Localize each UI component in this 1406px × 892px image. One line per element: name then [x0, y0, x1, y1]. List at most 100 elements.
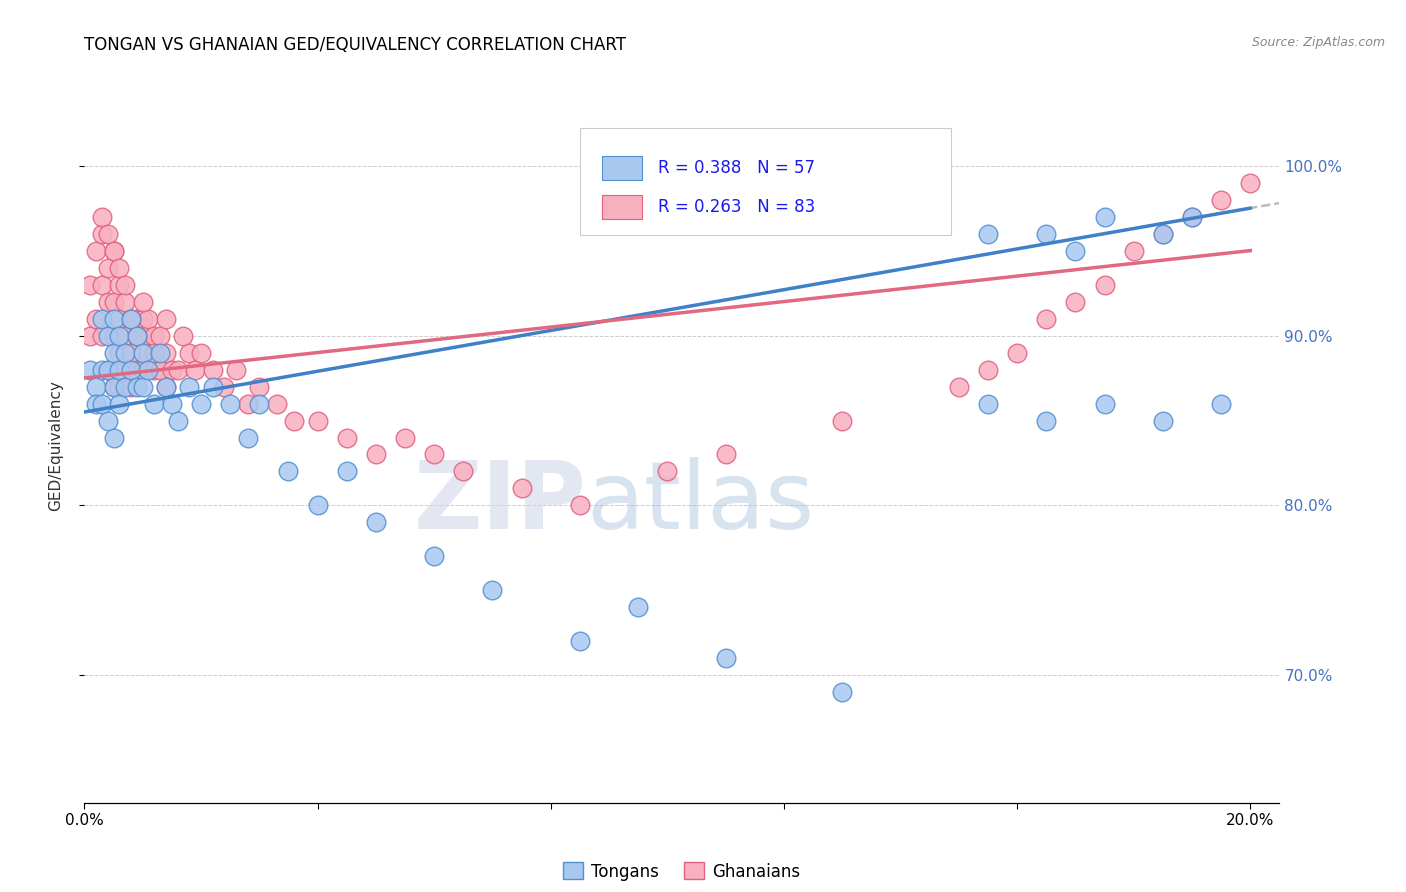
Point — [977, 362, 1000, 376]
Point — [149, 345, 172, 359]
Text: Source: ZipAtlas.com: Source: ZipAtlas.com — [1251, 36, 1385, 49]
Point — [103, 379, 125, 393]
Point — [103, 430, 125, 444]
Point — [90, 328, 112, 343]
Point — [247, 396, 270, 410]
Point — [423, 448, 446, 462]
Point — [1094, 396, 1116, 410]
Point — [1181, 210, 1204, 224]
Point — [568, 499, 591, 513]
Point — [1239, 176, 1261, 190]
Point — [97, 260, 120, 275]
Point — [1181, 210, 1204, 224]
Point — [179, 379, 201, 393]
Point — [108, 311, 131, 326]
Point — [236, 430, 259, 444]
Point — [247, 379, 270, 393]
Point — [190, 396, 212, 410]
Point — [166, 362, 188, 376]
Point — [1035, 311, 1057, 326]
Point — [627, 600, 650, 615]
Point — [364, 516, 387, 530]
Point — [103, 244, 125, 258]
Point — [266, 396, 288, 410]
Point — [120, 379, 142, 393]
Point — [103, 311, 125, 326]
Point — [1035, 413, 1057, 427]
Point — [84, 244, 107, 258]
Point — [108, 260, 131, 275]
FancyBboxPatch shape — [581, 128, 950, 235]
Point — [143, 396, 166, 410]
Point — [214, 379, 236, 393]
Point — [1211, 396, 1233, 410]
Point — [90, 311, 112, 326]
Point — [125, 311, 148, 326]
Point — [510, 482, 533, 496]
Point — [831, 413, 853, 427]
Point — [79, 277, 101, 292]
Point — [225, 362, 247, 376]
Point — [714, 651, 737, 665]
Point — [97, 362, 120, 376]
Point — [90, 362, 112, 376]
Point — [114, 345, 136, 359]
Text: ZIP: ZIP — [413, 457, 586, 549]
Point — [143, 345, 166, 359]
Point — [114, 277, 136, 292]
Text: TONGAN VS GHANAIAN GED/EQUIVALENCY CORRELATION CHART: TONGAN VS GHANAIAN GED/EQUIVALENCY CORRE… — [84, 36, 626, 54]
Point — [120, 311, 142, 326]
Point — [131, 311, 153, 326]
Point — [103, 294, 125, 309]
Point — [114, 328, 136, 343]
Point — [166, 413, 188, 427]
Point — [97, 328, 120, 343]
Point — [201, 379, 224, 393]
Point — [568, 634, 591, 648]
Point — [184, 362, 207, 376]
Text: R = 0.263   N = 83: R = 0.263 N = 83 — [658, 198, 815, 216]
Point — [143, 362, 166, 376]
Point — [307, 499, 329, 513]
Point — [138, 311, 160, 326]
Point — [143, 328, 166, 343]
Point — [155, 379, 177, 393]
Point — [160, 396, 183, 410]
Point — [307, 413, 329, 427]
Point — [1152, 413, 1174, 427]
Point — [138, 345, 160, 359]
Point — [131, 328, 153, 343]
Point — [394, 430, 416, 444]
Point — [125, 328, 148, 343]
Text: R = 0.388   N = 57: R = 0.388 N = 57 — [658, 159, 815, 177]
Point — [90, 396, 112, 410]
Point — [336, 430, 359, 444]
Legend: Tongans, Ghanaians: Tongans, Ghanaians — [557, 855, 807, 888]
Point — [236, 396, 259, 410]
Point — [79, 328, 101, 343]
Point — [155, 311, 177, 326]
FancyBboxPatch shape — [602, 194, 643, 219]
Point — [1035, 227, 1057, 241]
Point — [103, 379, 125, 393]
Point — [1094, 277, 1116, 292]
Point — [108, 379, 131, 393]
Point — [219, 396, 242, 410]
Point — [120, 311, 142, 326]
Point — [103, 244, 125, 258]
Point — [283, 413, 305, 427]
Point — [103, 328, 125, 343]
Point — [1152, 227, 1174, 241]
Point — [84, 379, 107, 393]
Text: atlas: atlas — [586, 457, 814, 549]
Point — [1152, 227, 1174, 241]
Point — [336, 465, 359, 479]
FancyBboxPatch shape — [602, 155, 643, 180]
Point — [108, 328, 131, 343]
Point — [97, 413, 120, 427]
Point — [453, 465, 475, 479]
Point — [90, 277, 112, 292]
Point — [90, 227, 112, 241]
Point — [1122, 244, 1144, 258]
Y-axis label: GED/Equivalency: GED/Equivalency — [49, 381, 63, 511]
